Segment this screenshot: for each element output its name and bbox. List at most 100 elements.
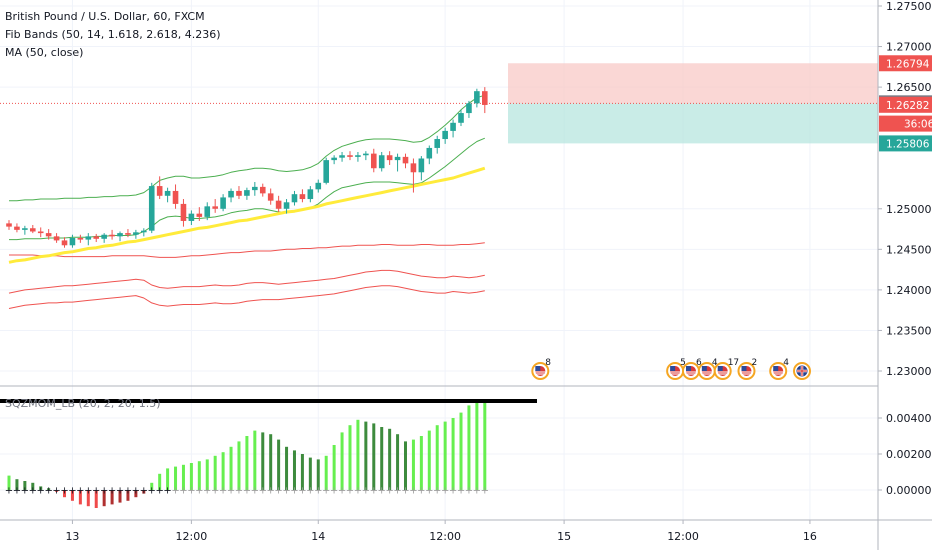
- histogram-bar: [475, 401, 479, 490]
- histogram-bar: [197, 461, 201, 490]
- candle: [458, 109, 464, 127]
- histogram-bar: [285, 446, 289, 490]
- histogram-bar: [55, 490, 59, 492]
- momentum-histogram: + + + + + + + + + + + + + + + + + + + + + + + + + + + + + + + + + + + + + + + +…: [5, 400, 489, 508]
- event-flag-us: 2: [737, 358, 757, 380]
- squeeze-dot: +: [306, 486, 314, 497]
- time-tick-label: 15: [557, 530, 571, 543]
- time-tick-label: 12:00: [176, 530, 208, 543]
- squeeze-dot: +: [21, 486, 29, 497]
- oscillator-tick-label: 0.00400: [886, 412, 932, 425]
- squeeze-dot: +: [433, 486, 441, 497]
- squeeze-dot: +: [29, 486, 37, 497]
- legend-ma: MA (50, close): [5, 46, 84, 59]
- candle-body: [164, 190, 171, 196]
- price-tick-label: 1.26500: [886, 81, 932, 94]
- histogram-bar: [308, 457, 312, 490]
- squeeze-dot: +: [195, 486, 203, 497]
- candle: [386, 151, 393, 165]
- candle-body: [283, 202, 290, 209]
- squeeze-dot: +: [473, 486, 481, 497]
- candle-body: [402, 156, 409, 164]
- fib-band-lower-2: [8, 269, 485, 294]
- squeeze-dot: +: [235, 486, 243, 497]
- squeeze-dot: +: [425, 486, 433, 497]
- squeeze-dot: +: [298, 486, 306, 497]
- candle: [307, 186, 314, 203]
- oscillator-axis-labels: 0.00400 0.00200 0.00000: [878, 412, 932, 497]
- histogram-bar: [451, 418, 455, 490]
- squeeze-dot: +: [37, 486, 45, 497]
- histogram-bar: [63, 490, 67, 498]
- squeeze-dot: +: [354, 486, 362, 497]
- price-axis-labels: 1.27500 1.27000 1.26500 1.25000 1.24500 1.240…: [878, 0, 932, 378]
- histogram-bar: [483, 400, 487, 490]
- histogram-bar: [380, 427, 384, 490]
- candle-body: [370, 153, 377, 169]
- candle-body: [347, 155, 353, 157]
- squeeze-dot: +: [417, 486, 425, 497]
- candle-body: [109, 234, 115, 237]
- candle-body: [196, 213, 203, 217]
- candle: [252, 182, 258, 196]
- legend-oscillator: SQZMOM_LB (20, 2, 20, 1.5): [5, 397, 161, 410]
- candle: [426, 145, 433, 165]
- legend-fib-bands: Fib Bands (50, 14, 1.618, 2.618, 4.236): [5, 28, 221, 41]
- histogram-bar: [404, 441, 407, 490]
- histogram-bar: [15, 479, 19, 490]
- stop-zone: [508, 103, 878, 144]
- histogram-bar: [7, 475, 11, 490]
- candle-body: [355, 155, 361, 157]
- histogram-bar: [277, 439, 281, 490]
- histogram-bar: [86, 490, 90, 507]
- histogram-bar: [118, 490, 122, 503]
- candle-body: [14, 226, 20, 230]
- candle-body: [61, 240, 68, 246]
- squeeze-dot: +: [282, 486, 290, 497]
- squeeze-dot: +: [322, 486, 330, 497]
- histogram-bar: [70, 490, 74, 501]
- event-flags: 8 5 6 4 17 2 4: [531, 358, 811, 380]
- candle: [291, 190, 298, 206]
- squeeze-dot: +: [481, 486, 489, 497]
- candle: [85, 233, 92, 246]
- candle-body: [252, 186, 258, 191]
- moving-average-line: [8, 166, 486, 264]
- squeeze-dot: +: [179, 486, 187, 497]
- candle: [6, 220, 12, 230]
- histogram-bar: [427, 430, 431, 490]
- candle: [172, 184, 179, 209]
- histogram-bar: [340, 432, 344, 490]
- candle: [29, 225, 36, 234]
- us-flag-canton: [670, 366, 676, 371]
- candle-body: [117, 233, 123, 237]
- us-flag-canton: [741, 366, 747, 371]
- squeeze-dot: +: [92, 486, 100, 497]
- histogram-bar: [102, 490, 106, 507]
- squeeze-dot: +: [132, 486, 140, 497]
- candle-body: [180, 203, 187, 221]
- histogram-bar: [356, 419, 360, 490]
- histogram-bar: [110, 490, 114, 505]
- candle: [259, 183, 266, 197]
- candle-body: [156, 186, 163, 196]
- histogram-bar: [435, 425, 439, 490]
- candle-body: [244, 190, 250, 196]
- histogram-bar: [245, 436, 249, 490]
- candle: [299, 189, 306, 203]
- candle: [93, 233, 100, 243]
- candle-body: [37, 231, 44, 234]
- histogram-bar: [31, 482, 35, 490]
- candle-body: [315, 182, 322, 190]
- time-tick-label: 12:00: [667, 530, 699, 543]
- squeeze-dot: +: [140, 486, 148, 497]
- histogram-bar: [253, 430, 257, 490]
- squeeze-dot: +: [243, 486, 251, 497]
- squeeze-dot: +: [465, 486, 473, 497]
- squeeze-dot: +: [124, 486, 132, 497]
- histogram-bar: [94, 490, 98, 508]
- price-tag-bg: [879, 115, 932, 132]
